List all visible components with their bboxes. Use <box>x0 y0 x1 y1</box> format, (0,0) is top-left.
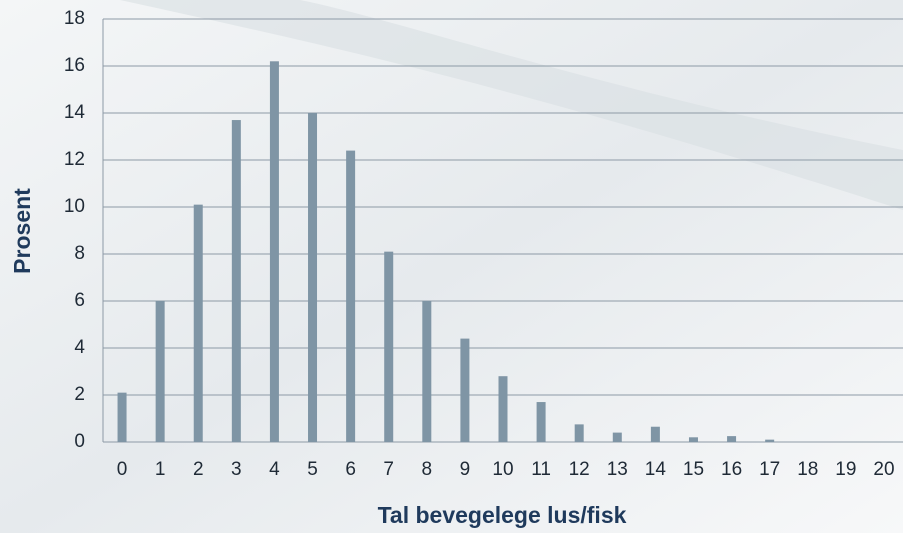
bar <box>384 251 394 442</box>
bar <box>346 150 356 442</box>
bar <box>765 439 775 442</box>
x-tick-label: 1 <box>155 459 166 480</box>
x-tick-label: 13 <box>607 459 628 480</box>
bar <box>688 437 698 442</box>
bar <box>117 392 127 442</box>
x-tick-label: 9 <box>460 459 471 480</box>
bar <box>422 301 432 442</box>
x-tick-label: 14 <box>645 459 667 480</box>
bar <box>155 301 165 442</box>
y-tick-label: 8 <box>74 243 85 264</box>
x-tick-label: 12 <box>569 459 590 480</box>
bar <box>650 426 660 442</box>
bar <box>574 424 584 442</box>
y-tick-label: 10 <box>64 196 85 217</box>
x-tick-label: 19 <box>835 459 856 480</box>
bar <box>727 436 737 442</box>
y-tick-label: 14 <box>64 102 86 123</box>
y-tick-label: 0 <box>74 431 85 452</box>
x-tick-label: 5 <box>307 459 318 480</box>
x-axis-title: Tal bevegelege lus/fisk <box>378 502 627 528</box>
bar <box>231 120 241 443</box>
x-tick-label: 11 <box>531 459 551 480</box>
x-tick-label: 0 <box>117 459 128 480</box>
y-tick-label: 18 <box>64 8 85 29</box>
bar <box>193 204 203 442</box>
y-tick-label: 4 <box>74 337 85 358</box>
bar <box>612 432 622 442</box>
bar <box>536 402 546 442</box>
bar <box>308 113 318 442</box>
y-tick-label: 16 <box>64 55 85 76</box>
y-axis-title: Prosent <box>9 188 35 274</box>
x-tick-label: 2 <box>193 459 204 480</box>
bar <box>498 376 508 442</box>
x-tick-label: 15 <box>683 459 704 480</box>
y-tick-label: 2 <box>74 384 85 405</box>
x-tick-label: 8 <box>422 459 433 480</box>
x-tick-label: 18 <box>797 459 818 480</box>
x-tick-label: 10 <box>492 459 513 480</box>
x-tick-label: 6 <box>345 459 356 480</box>
x-tick-label: 7 <box>383 459 394 480</box>
x-tick-label: 4 <box>269 459 280 480</box>
x-tick-label: 17 <box>759 459 780 480</box>
x-tick-label: 3 <box>231 459 242 480</box>
bar <box>460 338 470 442</box>
x-tick-label: 20 <box>873 459 894 480</box>
y-tick-label: 12 <box>64 149 85 170</box>
y-tick-label: 6 <box>74 290 85 311</box>
bar <box>269 61 279 443</box>
x-tick-label: 16 <box>721 459 742 480</box>
